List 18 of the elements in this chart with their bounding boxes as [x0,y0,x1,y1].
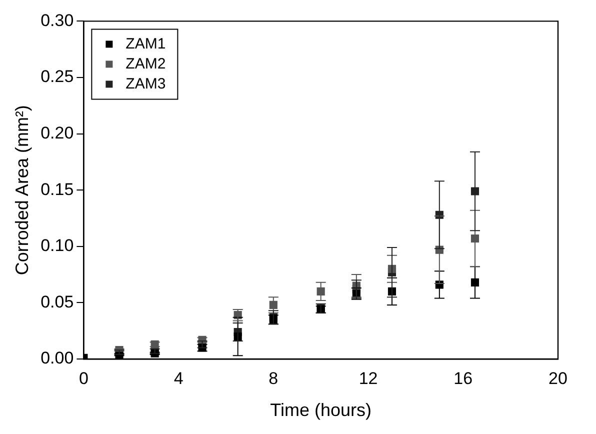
y-tick-label: 0.05 [40,292,74,312]
x-axis-title: Time (hours) [270,400,372,420]
y-tick-label: 0.10 [40,236,74,256]
x-tick-label: 16 [454,368,473,388]
x-tick-label: 4 [174,368,184,388]
y-tick-label: 0.15 [40,180,74,199]
x-tick-label: 8 [268,368,278,388]
y-tick-label: 0.30 [40,10,74,30]
y-tick-label: 0.25 [40,67,74,86]
legend-label: ZAM3 [126,75,166,92]
x-tick-label: 20 [548,368,568,388]
y-tick-label: 0.20 [40,123,74,142]
legend-label: ZAM1 [126,35,166,52]
x-tick-label: 0 [78,368,88,388]
legend-label: ZAM2 [126,55,166,72]
x-tick-label: 12 [358,368,378,388]
y-axis-title: Corroded Area (mm²) [12,105,32,276]
y-tick-label: 0.00 [40,348,74,368]
